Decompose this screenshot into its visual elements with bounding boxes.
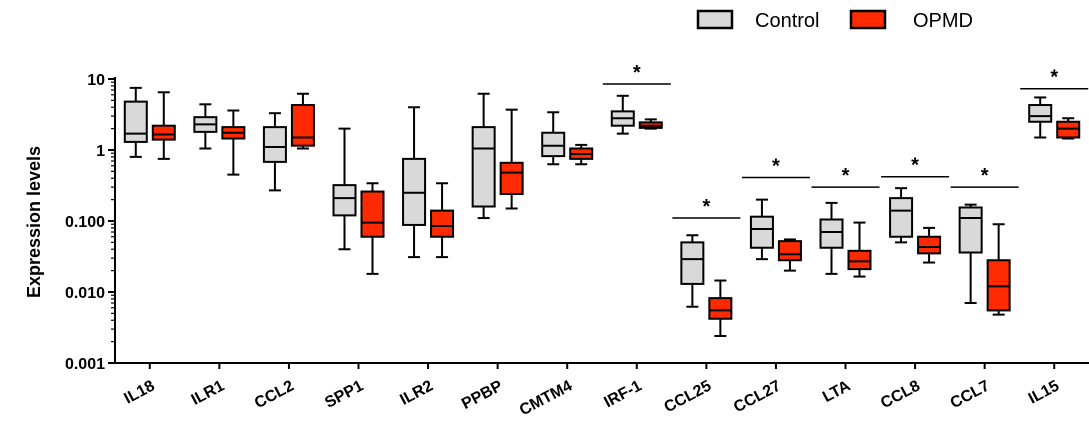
- x-label-ppbp: PPBP: [459, 377, 506, 413]
- boxes: [123, 86, 1081, 338]
- box-body: [917, 235, 942, 255]
- box-il18-opmd: [151, 91, 176, 160]
- x-label-ccl27: CCL27: [731, 377, 784, 416]
- x-tick-labels: IL18 ILR1 CCL2 SPP1 ILR2 PPBP CMTM4 IRF-1 CCL25 C…: [121, 377, 1062, 419]
- x-label-il15: IL15: [1026, 377, 1062, 407]
- box-ccl27-opmd: [777, 238, 802, 272]
- box-ccl8-opmd: [917, 226, 942, 264]
- box-body: [777, 240, 802, 262]
- x-label-irf-1: IRF-1: [601, 377, 644, 411]
- box-body: [151, 124, 176, 141]
- legend-swatch-control: [696, 9, 734, 30]
- box-il18-control: [123, 86, 148, 158]
- x-label-cmtm4: CMTM4: [517, 377, 575, 419]
- y-tick-label: 0.010: [65, 285, 105, 302]
- x-label-ilr2: ILR2: [397, 377, 436, 408]
- box-ilr1-opmd: [221, 109, 246, 176]
- box-body: [958, 206, 983, 254]
- significance-star-irf-1: *: [633, 62, 641, 84]
- significance-star-lta: *: [842, 165, 850, 187]
- x-label-il18: IL18: [121, 377, 157, 407]
- box-body: [360, 190, 385, 238]
- legend-swatch-opmd: [849, 9, 887, 30]
- box-ccl2-opmd: [290, 92, 315, 150]
- box-spp1-opmd: [360, 182, 385, 275]
- box-body: [986, 259, 1011, 312]
- box-body: [499, 161, 524, 196]
- box-ccl8-control: [889, 187, 914, 244]
- box-spp1-control: [332, 127, 357, 251]
- box-cmtm4-control: [541, 111, 566, 166]
- box-ccl25-opmd: [708, 279, 733, 338]
- legend: Control OPMD: [696, 9, 973, 32]
- significance-star-ccl25: *: [702, 196, 710, 218]
- box-ccl27-control: [749, 198, 774, 261]
- box-body: [332, 184, 357, 217]
- y-axis-title: Expression levels: [24, 146, 44, 298]
- box-ppbp-control: [471, 92, 496, 220]
- box-irf-1-control: [610, 94, 635, 135]
- box-ccl7-opmd: [986, 223, 1011, 316]
- box-ccl25-control: [680, 234, 705, 308]
- box-lta-opmd: [847, 221, 872, 278]
- significance-star-ccl7: *: [981, 165, 989, 187]
- axes: 10 1 0.100 0.010 0.001: [65, 72, 1089, 373]
- box-ilr2-opmd: [430, 182, 455, 259]
- x-label-spp1: SPP1: [322, 377, 366, 411]
- box-body: [847, 249, 872, 271]
- box-body: [290, 104, 315, 147]
- box-ccl7-control: [958, 203, 983, 304]
- box-ccl2-control: [262, 112, 287, 192]
- significance-star-ccl8: *: [911, 155, 919, 177]
- box-il15-opmd: [1056, 117, 1081, 140]
- box-body: [430, 209, 455, 238]
- x-label-ccl25: CCL25: [661, 377, 714, 416]
- box-body: [889, 197, 914, 238]
- x-label-ccl2: CCL2: [252, 377, 297, 412]
- box-body: [708, 297, 733, 320]
- box-body: [123, 100, 148, 143]
- box-body: [680, 241, 705, 285]
- legend-label-opmd: OPMD: [913, 10, 973, 32]
- box-cmtm4-opmd: [569, 143, 594, 166]
- legend-label-control: Control: [755, 10, 819, 32]
- box-body: [471, 126, 496, 208]
- y-tick-label: 0.001: [65, 356, 105, 373]
- significance-star-il15: *: [1050, 67, 1058, 89]
- y-tick-label: 0.100: [65, 214, 105, 231]
- y-tick-label: 10: [87, 72, 105, 89]
- box-il15-control: [1028, 96, 1053, 139]
- significance-star-ccl27: *: [772, 155, 780, 177]
- y-tick-label: 1: [96, 143, 105, 160]
- box-body: [819, 218, 844, 249]
- box-lta-control: [819, 201, 844, 275]
- box-ilr2-control: [402, 106, 427, 259]
- x-label-ccl8: CCL8: [878, 377, 923, 412]
- x-label-ccl7: CCL7: [948, 377, 993, 412]
- box-body: [749, 215, 774, 249]
- box-ppbp-opmd: [499, 108, 524, 210]
- box-irf-1-opmd: [638, 118, 663, 130]
- box-ilr1-control: [193, 103, 218, 150]
- box-body: [1028, 104, 1053, 123]
- x-label-ilr1: ILR1: [189, 377, 228, 408]
- box-body: [262, 126, 287, 163]
- significance-markers: * * * * * * *: [602, 62, 1089, 219]
- box-body: [541, 131, 566, 158]
- x-label-lta: LTA: [820, 377, 854, 406]
